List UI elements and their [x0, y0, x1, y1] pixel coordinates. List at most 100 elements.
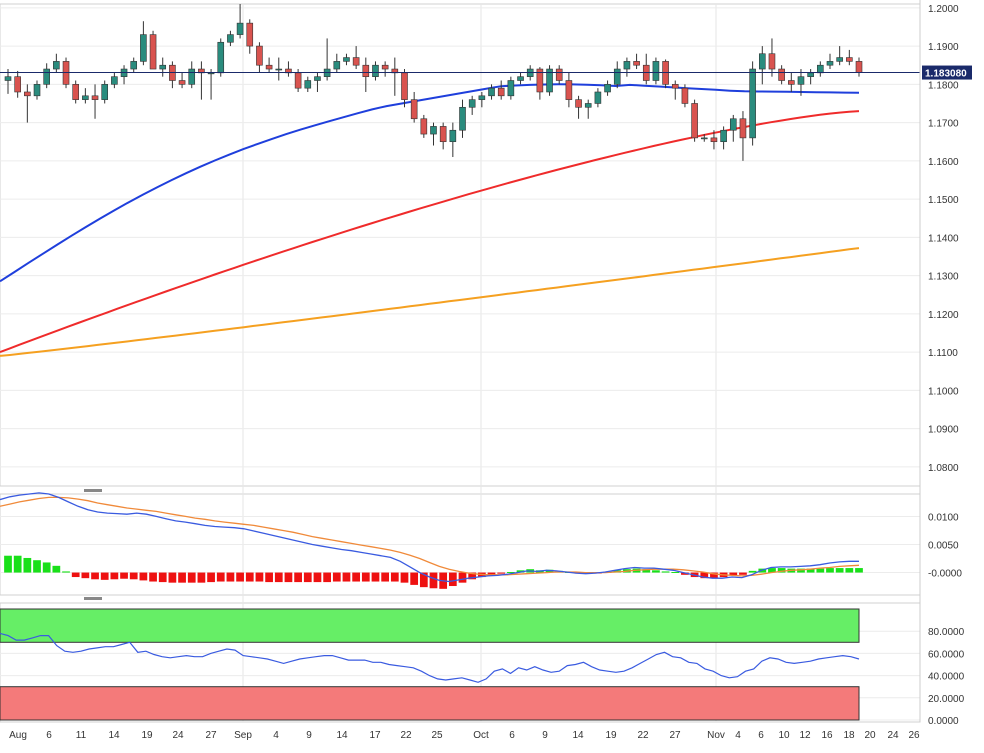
candle-body: [758, 53, 766, 70]
rsi-pane: [0, 608, 860, 721]
x-tick-label: 9: [542, 730, 548, 741]
macd-histogram-bar: [332, 572, 341, 582]
macd-histogram-bar: [42, 562, 51, 573]
candle-body: [623, 61, 631, 70]
macd-histogram-bar: [342, 572, 351, 582]
candle-body: [575, 99, 582, 108]
rsi-y-tick: 20.0000: [928, 694, 965, 705]
candle-body: [497, 87, 505, 97]
candle-body: [613, 68, 621, 85]
macd-histogram-bar: [187, 572, 196, 583]
candle-body: [778, 68, 785, 81]
macd-pane: [0, 492, 863, 589]
sma-100-line: [0, 110, 860, 354]
candle-body: [633, 61, 640, 66]
x-tick-label: 14: [572, 730, 584, 741]
rsi-y-tick: 0.0000: [928, 716, 959, 727]
macd-histogram-bar: [497, 572, 506, 574]
candle-body: [33, 84, 41, 97]
candle-body: [24, 91, 31, 97]
x-tick-label: 27: [669, 730, 681, 741]
candle-body: [807, 72, 814, 77]
x-tick-label: 10: [778, 730, 790, 741]
macd-histogram-bar: [149, 572, 157, 582]
candle-body: [178, 80, 186, 85]
candle-body: [788, 80, 795, 85]
candle-body: [314, 76, 321, 81]
candle-body: [401, 72, 408, 100]
candle-body: [478, 95, 486, 100]
x-tick-label: 18: [843, 730, 855, 741]
x-tick-label: 26: [908, 730, 920, 741]
macd-histogram-bar: [390, 572, 399, 582]
macd-histogram-bar: [129, 572, 138, 580]
candle-body: [836, 57, 843, 62]
candle-body: [546, 68, 553, 93]
macd-histogram-bar: [739, 572, 747, 575]
candle-body: [507, 80, 515, 97]
macd-histogram-bar: [91, 572, 99, 580]
macd-histogram-bar: [100, 572, 109, 580]
macd-histogram-bar: [410, 572, 419, 585]
overbought-zone: [0, 608, 860, 643]
x-tick-label: 6: [46, 730, 52, 741]
x-tick-label: 19: [605, 730, 617, 741]
candle-body: [82, 95, 89, 100]
candle-body: [159, 64, 167, 70]
x-tick-label: 22: [637, 730, 649, 741]
candle-body: [768, 53, 776, 70]
macd-histogram-bar: [236, 572, 244, 582]
macd-histogram-bar: [52, 565, 61, 573]
candle-body: [149, 34, 157, 70]
macd-line: [0, 492, 859, 583]
macd-y-tick: 0.0100: [928, 512, 959, 523]
x-tick-label: 12: [799, 730, 811, 741]
rsi-resize-handle: [84, 597, 102, 600]
x-tick-label: 14: [108, 730, 120, 741]
x-tick-label: 17: [369, 730, 381, 741]
candle-body: [700, 137, 708, 140]
price-y-tick: 1.2000: [928, 4, 959, 15]
x-tick-label: 11: [76, 730, 87, 741]
candle-body: [217, 41, 225, 74]
candle-body: [130, 61, 138, 70]
x-tick-label: 24: [887, 730, 899, 741]
macd-histogram-bar: [4, 555, 12, 573]
candle-body: [236, 22, 244, 35]
macd-histogram-bar: [23, 557, 32, 573]
macd-signal-line: [0, 496, 860, 577]
macd-histogram-bar: [642, 569, 651, 573]
x-tick-label: 16: [821, 730, 833, 741]
x-tick-label: 6: [509, 730, 515, 741]
x-tick-label: 9: [306, 730, 312, 741]
x-tick-label: 22: [400, 730, 412, 741]
macd-histogram-bar: [826, 568, 834, 573]
candle-body: [101, 84, 109, 100]
rsi-y-tick: 60.0000: [928, 649, 965, 660]
macd-histogram-bar: [81, 572, 90, 579]
candle-body: [439, 126, 447, 143]
candle-body: [459, 106, 466, 131]
macd-histogram-bar: [400, 572, 409, 583]
x-tick-label: 24: [172, 730, 184, 741]
macd-histogram-bar: [681, 572, 689, 575]
candle-body: [256, 45, 263, 66]
price-y-tick: 1.0900: [928, 425, 959, 436]
candle-body: [846, 57, 853, 62]
candle-body: [362, 64, 370, 77]
macd-histogram-bar: [294, 572, 302, 583]
candle-body: [691, 103, 698, 139]
last-price-label: 1.183080: [925, 69, 967, 80]
macd-resize-handle: [84, 489, 102, 492]
candle-body: [584, 103, 592, 108]
candle-body: [749, 68, 756, 139]
macd-histogram-bar: [284, 572, 293, 583]
macd-histogram-bar: [768, 568, 776, 573]
price-y-tick: 1.1200: [928, 310, 959, 321]
last-price-badge: [922, 65, 972, 80]
price-y-tick: 1.1800: [928, 80, 959, 91]
macd-histogram-bar: [468, 572, 477, 580]
rsi-line: [0, 632, 860, 683]
price-y-tick: 1.1600: [928, 157, 959, 168]
